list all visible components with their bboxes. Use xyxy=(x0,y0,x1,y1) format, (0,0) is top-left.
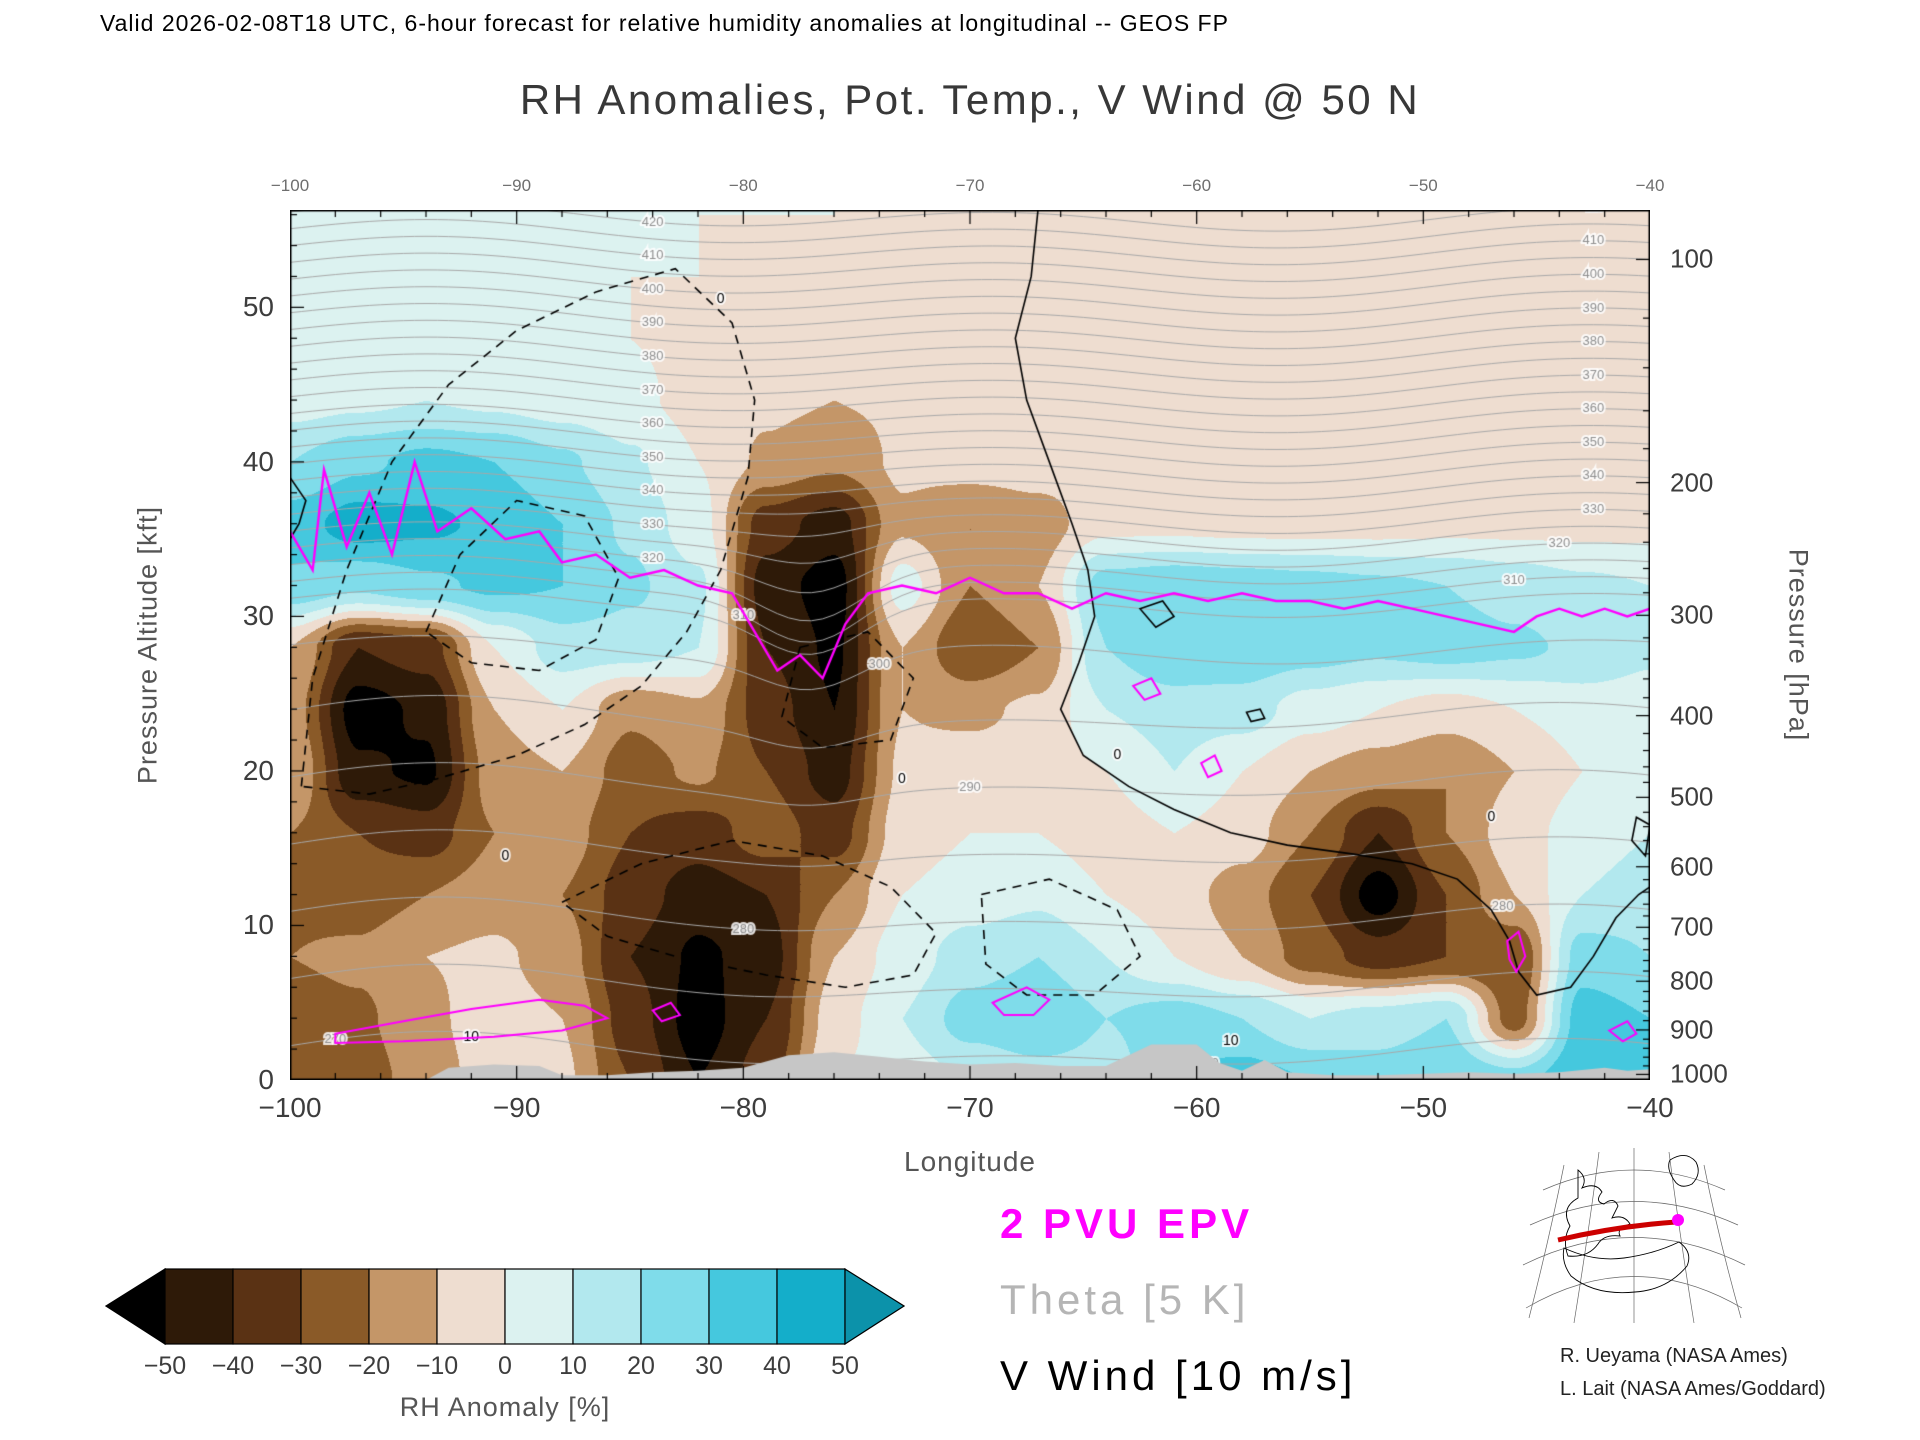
tick-label: 600 xyxy=(1670,851,1714,882)
colorbar-tick-label: 20 xyxy=(627,1352,655,1380)
tick-label: −90 xyxy=(492,1092,541,1123)
colorbar-tick-label: 0 xyxy=(498,1352,512,1380)
legend: 2 PVU EPV Theta [5 K] V Wind [10 m/s] xyxy=(1000,1200,1356,1400)
colorbar-tick-label: −30 xyxy=(279,1352,323,1380)
inset-location-dot xyxy=(1672,1214,1684,1226)
tick-label: 30 xyxy=(242,600,274,632)
credit-line-1: R. Ueyama (NASA Ames) xyxy=(1560,1345,1788,1367)
legend-epv-label: 2 PVU EPV xyxy=(1000,1200,1254,1247)
tick-label: 800 xyxy=(1670,965,1714,996)
tick-label: −80 xyxy=(719,1092,768,1123)
tick-label: −60 xyxy=(1182,176,1212,195)
tick-label: 20 xyxy=(242,754,274,786)
colorbar-tick-label: 50 xyxy=(831,1352,859,1380)
tick-label: 900 xyxy=(1670,1014,1714,1045)
inset-cross-section-line xyxy=(1557,1219,1677,1243)
colorbar-tick-label: 40 xyxy=(763,1352,791,1380)
credit-line-2: L. Lait (NASA Ames/Goddard) xyxy=(1560,1378,1826,1400)
tick-label: −100 xyxy=(258,1092,322,1123)
tick-label: 10 xyxy=(242,909,274,941)
y-axis-left-title: Pressure Altitude [kft] xyxy=(132,505,163,785)
colorbar-tick-label: 30 xyxy=(695,1352,723,1380)
colorbar-tick-labels: −50 −40 −30 −20 −10 0 10 20 30 40 50 xyxy=(105,1352,905,1382)
legend-theta-label: Theta [5 K] xyxy=(1000,1276,1250,1323)
tick-label: −90 xyxy=(502,176,532,195)
tick-label: −70 xyxy=(946,1092,994,1123)
tick-label: 40 xyxy=(242,445,274,477)
tick-label: 1000 xyxy=(1670,1058,1728,1089)
tick-label: 200 xyxy=(1670,467,1714,498)
cross-section-canvas xyxy=(290,210,1650,1080)
x-axis-title: Longitude xyxy=(903,1146,1037,1177)
tick-label: −50 xyxy=(1408,176,1438,195)
inset-coastlines xyxy=(1562,1155,1699,1294)
tick-label: 400 xyxy=(1670,700,1714,731)
colorbar-title: RH Anomaly [%] xyxy=(399,1392,611,1422)
inset-graticule xyxy=(1522,1148,1746,1324)
valid-time-line: Valid 2026-02-08T18 UTC, 6-hour forecast… xyxy=(100,10,1229,36)
inset-map xyxy=(1522,1148,1746,1324)
tick-label: 700 xyxy=(1670,911,1714,942)
tick-label: 500 xyxy=(1670,781,1714,812)
page-title: RH Anomalies, Pot. Temp., V Wind @ 50 N xyxy=(519,76,1421,123)
tick-label: −80 xyxy=(728,176,758,195)
credits: R. Ueyama (NASA Ames) L. Lait (NASA Ames… xyxy=(1560,1340,1826,1406)
y-axis-right-title: Pressure [hPa] xyxy=(1783,548,1814,742)
colorbar-tick-label: −50 xyxy=(143,1352,187,1380)
tick-label: −40 xyxy=(1626,1092,1674,1123)
tick-label: 50 xyxy=(242,291,274,323)
tick-label: 0 xyxy=(258,1064,274,1095)
colorbar-tick-label: −10 xyxy=(415,1352,459,1380)
plot-area xyxy=(290,210,1650,1080)
tick-label: −60 xyxy=(1172,1092,1221,1123)
legend-vwind-label: V Wind [10 m/s] xyxy=(1000,1352,1357,1399)
tick-label: −100 xyxy=(270,176,310,195)
colorbar xyxy=(104,1267,906,1351)
colorbar-tick-label: −40 xyxy=(211,1352,255,1380)
tick-label: 300 xyxy=(1670,599,1714,630)
tick-label: 100 xyxy=(1670,243,1714,274)
colorbar-tick-label: −20 xyxy=(347,1352,391,1380)
tick-label: −70 xyxy=(955,176,985,195)
tick-label: −40 xyxy=(1635,176,1665,195)
tick-label: −50 xyxy=(1399,1092,1448,1123)
colorbar-swatches xyxy=(104,1267,906,1346)
colorbar-tick-label: 10 xyxy=(559,1352,587,1380)
